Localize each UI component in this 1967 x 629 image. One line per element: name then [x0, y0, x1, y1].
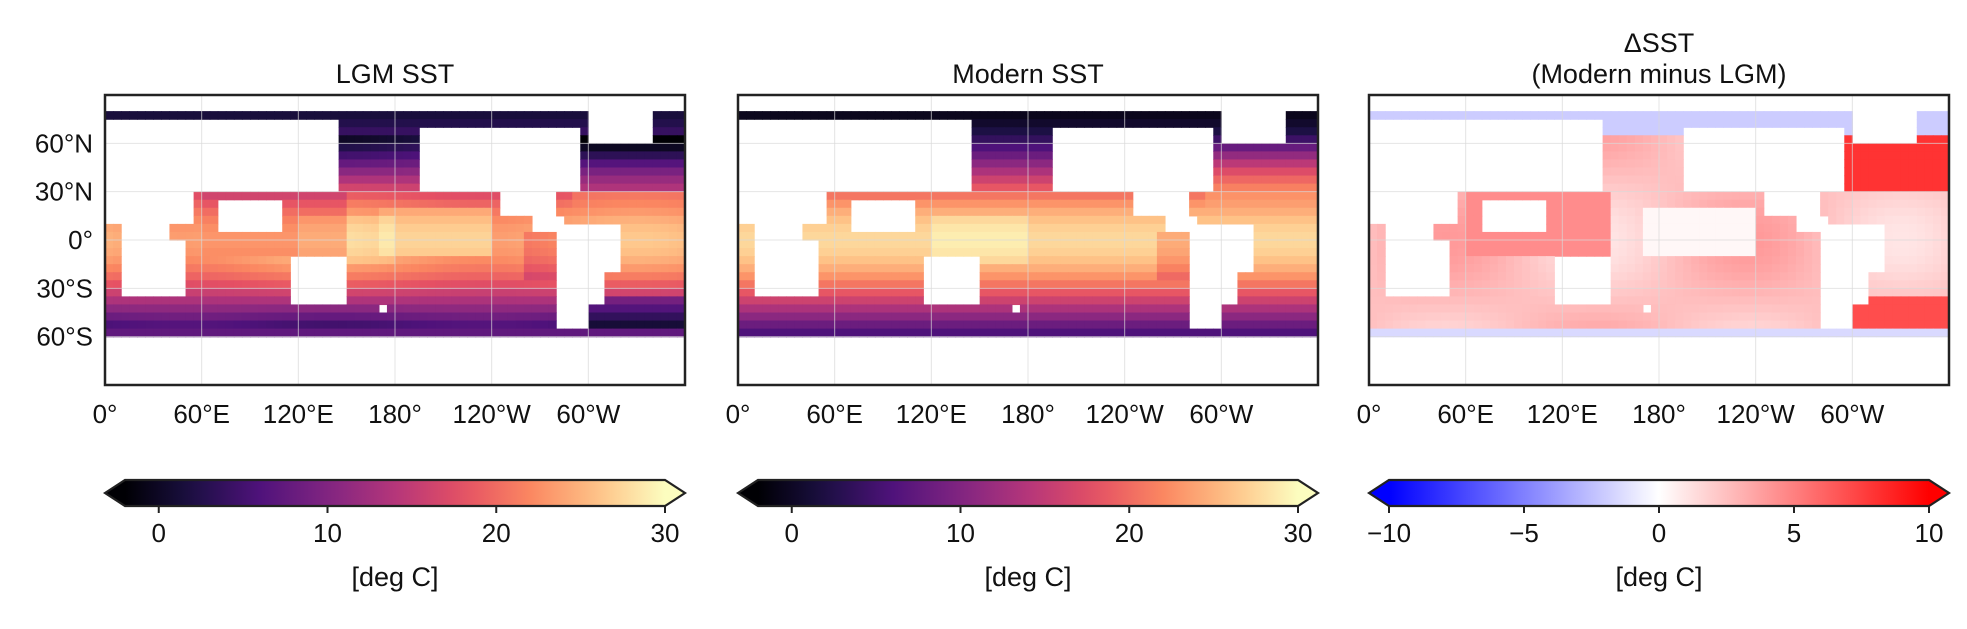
lon-tick-label: 180°: [368, 399, 422, 429]
colorbar-outline: [735, 478, 1321, 508]
colorbar-label: [deg C]: [1615, 562, 1702, 592]
lon-tick-label: 120°W: [453, 399, 532, 429]
colorbar-3: −10 −5 0 5 10 [deg C]: [1367, 478, 1952, 592]
lon-tick-label: 60°W: [1189, 399, 1253, 429]
colorbar-tick-label: 0: [785, 518, 799, 548]
lon-tick-label: 60°W: [1820, 399, 1884, 429]
lon-tick-label: 60°E: [173, 399, 230, 429]
map-panel-2: Modern SST 0° 60°E 120°E 180° 120°W 60°W: [726, 59, 1320, 429]
map-frame: [736, 93, 1320, 387]
colorbar-label: [deg C]: [351, 562, 438, 592]
colorbar-tick-label: −10: [1367, 518, 1411, 548]
colorbar-extend-low: [105, 480, 125, 506]
lon-tick-label: 120°W: [1086, 399, 1165, 429]
colorbar-extend-low: [738, 480, 758, 506]
lon-tick-label: 120°E: [1527, 399, 1598, 429]
lon-tick-label: 0°: [726, 399, 751, 429]
lon-tick-label: 120°E: [263, 399, 334, 429]
lon-tick-label: 60°E: [1437, 399, 1494, 429]
colorbar-tick-label: 10: [313, 518, 342, 548]
colorbar-tick-label: 10: [946, 518, 975, 548]
colorbar-2: 0 10 20 30 [deg C]: [735, 478, 1321, 592]
colorbar-gradient: [125, 480, 665, 506]
colorbar-extend-high: [665, 480, 685, 506]
colorbar-tick-label: 5: [1787, 518, 1801, 548]
lat-tick-label: 30°S: [36, 273, 93, 303]
map-panel-1: LGM SST 0° 60°E 120°E 180° 120°W 60°W 60°N 30°N 0…: [35, 59, 687, 429]
lat-tick-label: 0°: [68, 225, 93, 255]
map-frame: [103, 93, 687, 387]
colorbar-tick-label: −5: [1509, 518, 1539, 548]
lon-tick-label: 180°: [1001, 399, 1055, 429]
lon-tick-label: 120°E: [896, 399, 967, 429]
colorbar-extend-high: [1929, 480, 1949, 506]
panel-title: Modern SST: [952, 59, 1104, 89]
colorbar-tick-label: 20: [1115, 518, 1144, 548]
colorbar-tick-label: 20: [482, 518, 511, 548]
sst-field: [1369, 95, 1949, 385]
colorbar-gradient: [1389, 480, 1929, 506]
colorbar-outline: [102, 478, 688, 508]
sst-field: [105, 95, 685, 385]
lon-tick-label: 180°: [1632, 399, 1686, 429]
sst-field: [738, 95, 1318, 385]
colorbar-tick-label: 30: [1284, 518, 1313, 548]
lon-tick-label: 0°: [93, 399, 118, 429]
lat-tick-label: 60°S: [36, 322, 93, 352]
lon-tick-label: 60°W: [556, 399, 620, 429]
lat-tick-label: 30°N: [35, 177, 93, 207]
colorbar-tick-label: 0: [1652, 518, 1666, 548]
lat-tick-label: 60°N: [35, 128, 93, 158]
map-frame: [1367, 93, 1951, 387]
panel-title: ΔSST (Modern minus LGM): [1531, 28, 1786, 89]
colorbar-tick-label: 0: [152, 518, 166, 548]
colorbar-tick-label: 30: [651, 518, 680, 548]
colorbar-1: 0 10 20 30 [deg C]: [102, 478, 688, 592]
lon-tick-label: 120°W: [1717, 399, 1796, 429]
lon-tick-label: 0°: [1357, 399, 1382, 429]
colorbar-label: [deg C]: [984, 562, 1071, 592]
colorbar-tick-label: 10: [1915, 518, 1944, 548]
colorbar-gradient: [758, 480, 1298, 506]
lon-tick-label: 60°E: [806, 399, 863, 429]
panel-title: LGM SST: [336, 59, 455, 89]
colorbar-extend-high: [1298, 480, 1318, 506]
map-panel-3: ΔSST (Modern minus LGM) 0° 60°E 120°E 180° 120…: [1357, 28, 1951, 429]
colorbar-extend-low: [1369, 480, 1389, 506]
